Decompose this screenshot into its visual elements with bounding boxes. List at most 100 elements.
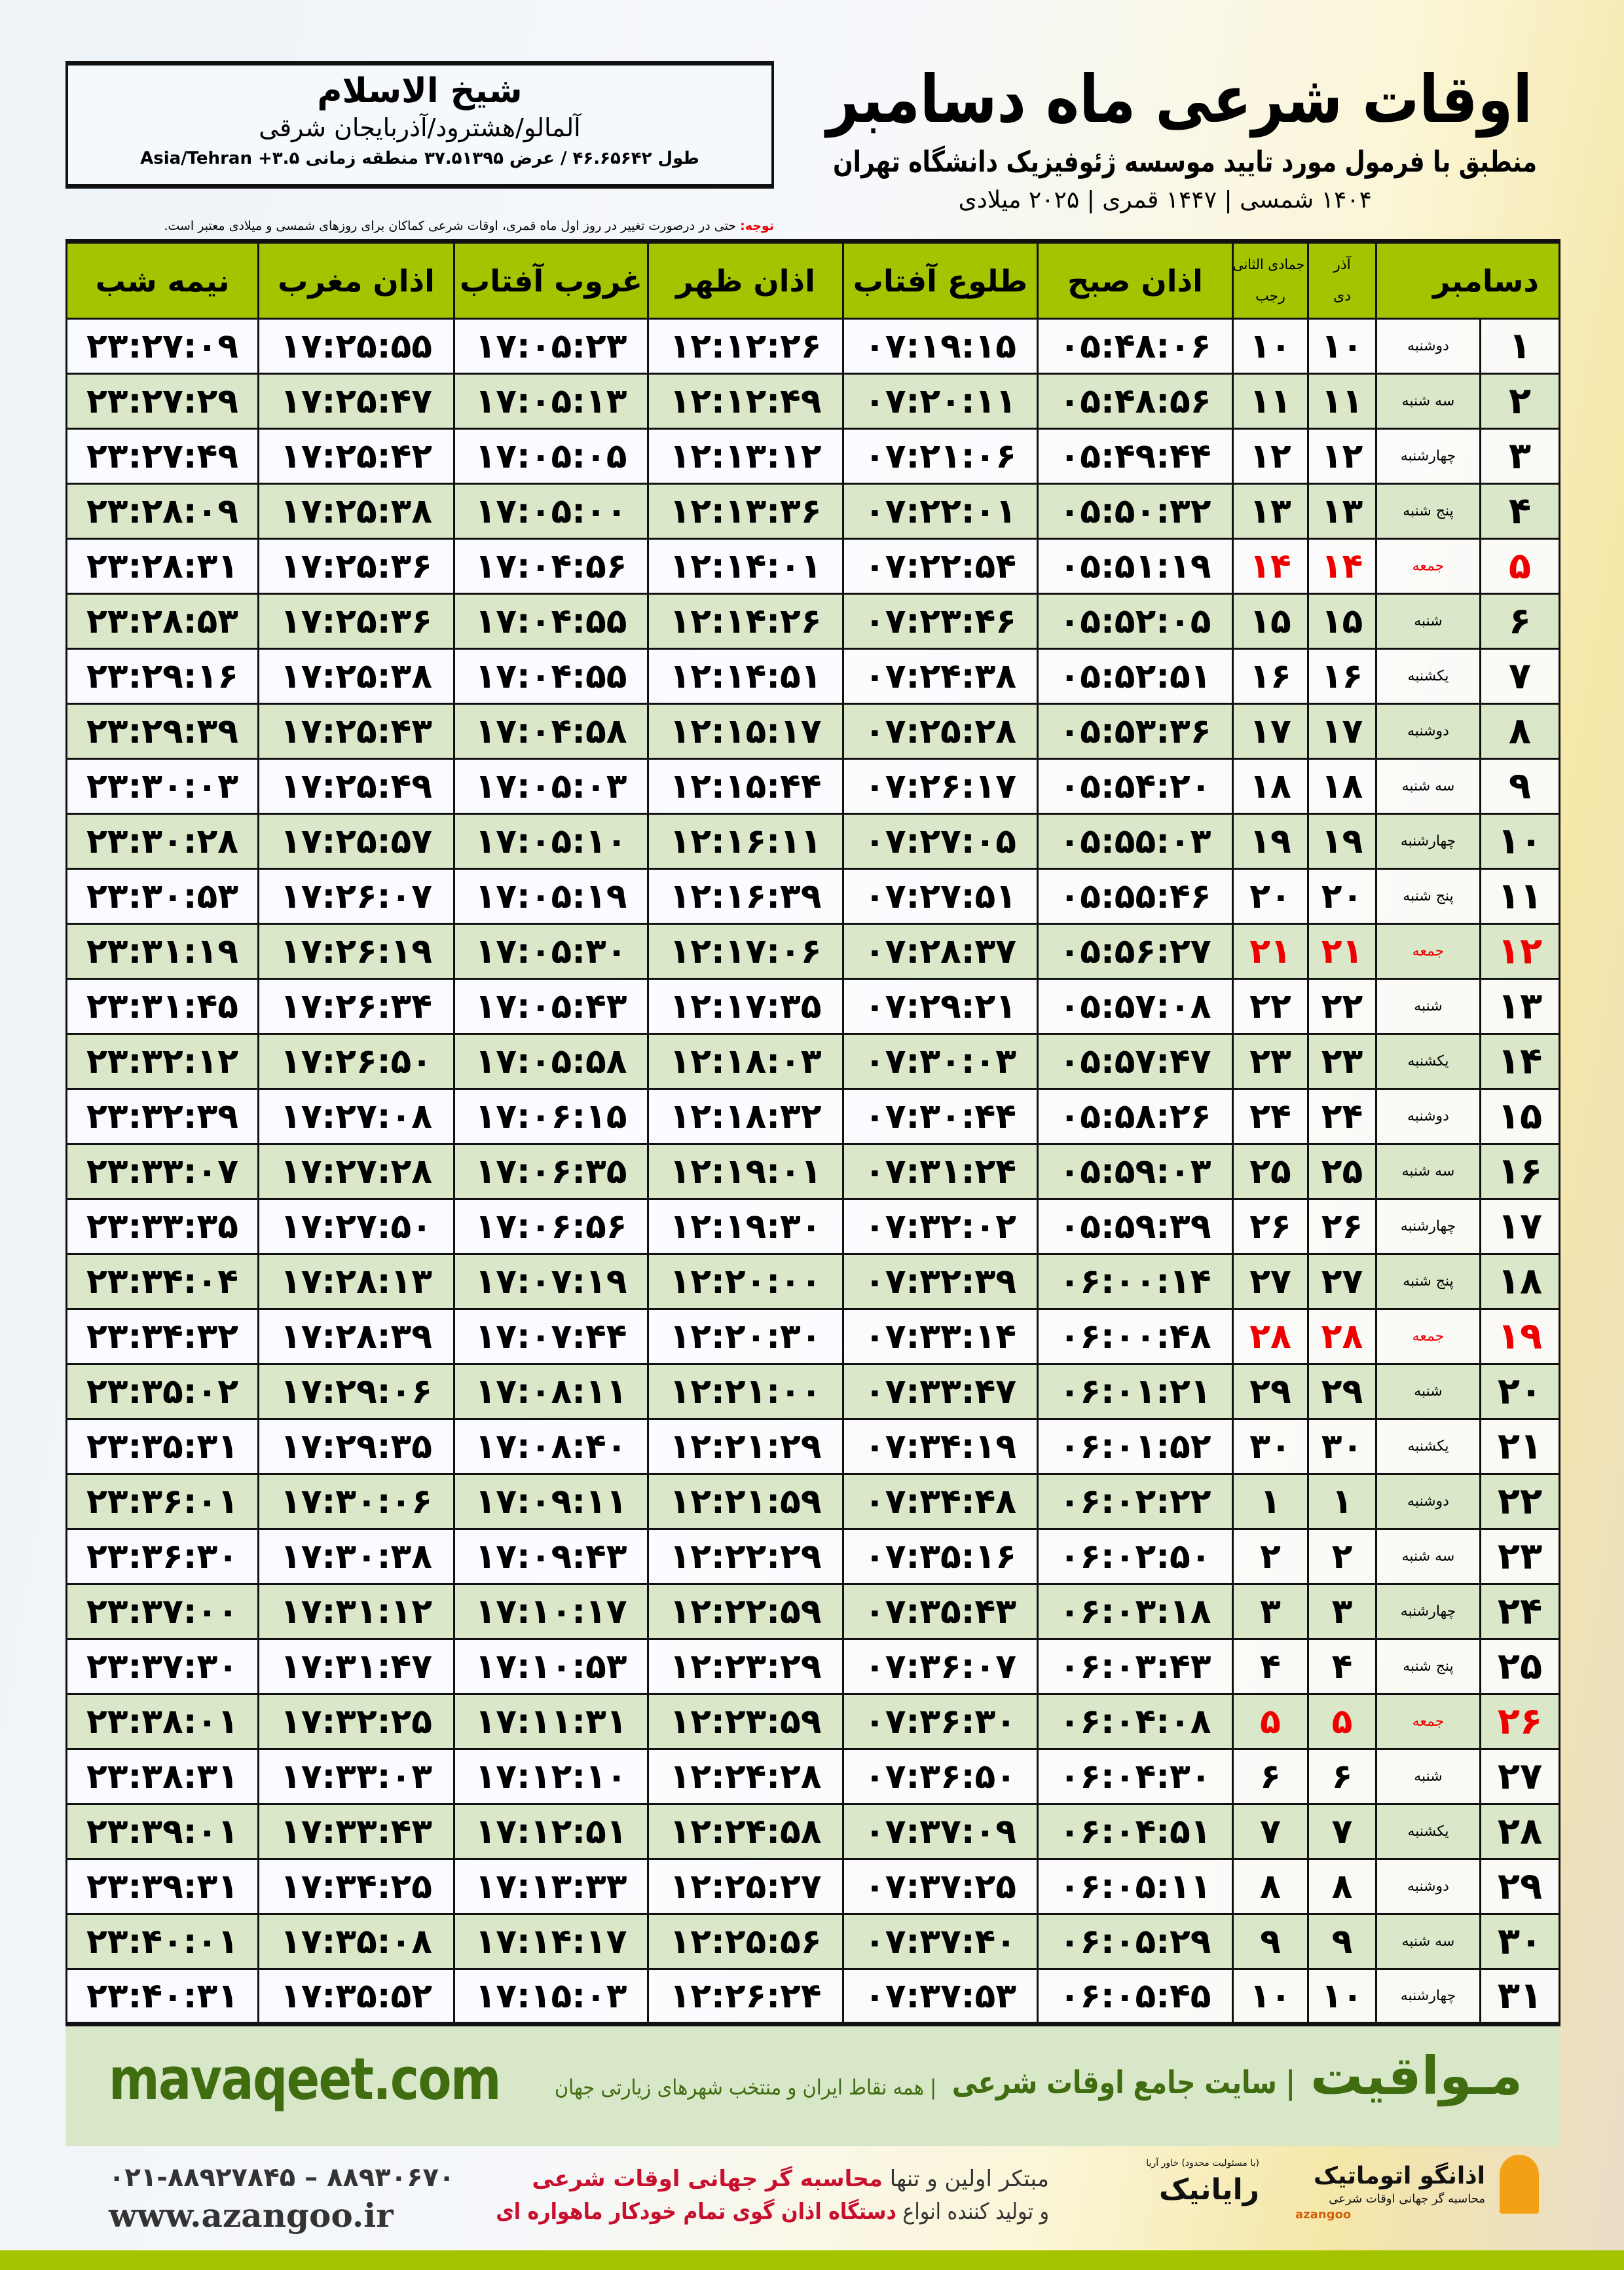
fajr-time: ۰۵:۵۲:۵۱ — [1037, 648, 1234, 705]
midnight-time: ۲۳:۲۹:۳۹ — [65, 703, 259, 760]
sunrise-time: ۰۷:۳۶:۳۰ — [842, 1693, 1039, 1750]
december-day: ۲۳ — [1479, 1528, 1560, 1585]
table-row: ۲۳:۳۲:۱۲ ۱۷:۲۶:۵۰ ۱۷:۰۵:۵۸ ۱۲:۱۸:۰۳ ۰۷:۳۰:۰۳… — [65, 1033, 1560, 1090]
sunset-time: ۱۷:۱۳:۳۳ — [453, 1858, 649, 1915]
fajr-time: ۰۵:۵۶:۲۷ — [1037, 923, 1234, 980]
maghrib-time: ۱۷:۳۵:۵۲ — [257, 1968, 455, 2026]
midnight-time: ۲۳:۳۰:۲۸ — [65, 813, 259, 870]
table-row: ۲۳:۳۰:۰۳ ۱۷:۲۵:۴۹ ۱۷:۰۵:۰۳ ۱۲:۱۵:۴۴ ۰۷:۲۶:۱۷… — [65, 758, 1560, 815]
december-day: ۲۰ — [1479, 1363, 1560, 1420]
hijri-day: ۲۱ — [1232, 923, 1309, 980]
sunset-time: ۱۷:۱۲:۵۱ — [453, 1803, 649, 1860]
table-row: ۲۳:۲۷:۴۹ ۱۷:۲۵:۴۲ ۱۷:۰۵:۰۵ ۱۲:۱۳:۱۲ ۰۷:۲۱:۰۶… — [65, 428, 1560, 485]
sunrise-time: ۰۷:۲۳:۴۶ — [842, 593, 1039, 650]
fajr-time: ۰۶:۰۰:۴۸ — [1037, 1308, 1234, 1365]
hijri-day: ۲ — [1232, 1528, 1309, 1585]
sunrise-time: ۰۷:۲۷:۵۱ — [842, 868, 1039, 925]
page-title: اوقات شرعی ماه دسامبر — [826, 61, 1532, 138]
dhuhr-time: ۱۲:۱۹:۳۰ — [647, 1198, 844, 1255]
midnight-time: ۲۳:۳۹:۳۱ — [65, 1858, 259, 1915]
dhuhr-time: ۱۲:۱۲:۴۹ — [647, 373, 844, 430]
sunrise-time: ۰۷:۳۳:۱۴ — [842, 1308, 1039, 1365]
sunrise-time: ۰۷:۲۹:۲۱ — [842, 978, 1039, 1035]
maghrib-time: ۱۷:۲۵:۳۶ — [257, 538, 455, 595]
persian-day: ۱ — [1307, 1473, 1377, 1530]
hijri-day: ۱۱ — [1232, 373, 1309, 430]
weekday: چهارشنبه — [1375, 1583, 1481, 1640]
table-row: ۲۳:۲۷:۲۹ ۱۷:۲۵:۴۷ ۱۷:۰۵:۱۳ ۱۲:۱۲:۴۹ ۰۷:۲۰:۱۱… — [65, 373, 1560, 430]
table-row: ۲۳:۲۷:۰۹ ۱۷:۲۵:۵۵ ۱۷:۰۵:۲۳ ۱۲:۱۲:۲۶ ۰۷:۱۹:۱۵… — [65, 318, 1560, 375]
maghrib-time: ۱۷:۳۴:۲۵ — [257, 1858, 455, 1915]
midnight-time: ۲۳:۳۹:۰۱ — [65, 1803, 259, 1860]
dhuhr-time: ۱۲:۲۲:۵۹ — [647, 1583, 844, 1640]
december-day: ۳۱ — [1479, 1968, 1560, 2026]
dhuhr-time: ۱۲:۱۴:۲۶ — [647, 593, 844, 650]
sunset-time: ۱۷:۱۴:۱۷ — [453, 1913, 649, 1970]
midnight-time: ۲۳:۲۷:۴۹ — [65, 428, 259, 485]
maghrib-time: ۱۷:۳۰:۰۶ — [257, 1473, 455, 1530]
site-url[interactable]: mavaqeet.com — [109, 2045, 501, 2113]
maghrib-time: ۱۷:۲۵:۵۷ — [257, 813, 455, 870]
hijri-day: ۴ — [1232, 1638, 1309, 1695]
coordinates: طول ۴۶.۶۵۶۴۲ / عرض ۳۷.۵۱۳۹۵ منطقه زمانی … — [140, 149, 699, 168]
hijri-day: ۹ — [1232, 1913, 1309, 1970]
persian-day: ۱۰ — [1307, 1968, 1377, 2026]
sunrise-time: ۰۷:۳۷:۰۹ — [842, 1803, 1039, 1860]
weekday: پنج شنبه — [1375, 1638, 1481, 1695]
dhuhr-time: ۱۲:۲۲:۲۹ — [647, 1528, 844, 1585]
maghrib-time: ۱۷:۲۵:۳۸ — [257, 483, 455, 540]
persian-day: ۹ — [1307, 1913, 1377, 1970]
persian-day: ۱۸ — [1307, 758, 1377, 815]
dhuhr-time: ۱۲:۲۱:۰۰ — [647, 1363, 844, 1420]
bottom-bar — [0, 2250, 1624, 2270]
azangoo-url[interactable]: www.azangoo.ir — [109, 2196, 394, 2235]
weekday: شنبه — [1375, 593, 1481, 650]
december-day: ۱۳ — [1479, 978, 1560, 1035]
table-row: ۲۳:۳۷:۰۰ ۱۷:۳۱:۱۲ ۱۷:۱۰:۱۷ ۱۲:۲۲:۵۹ ۰۷:۳۵:۴۳… — [65, 1583, 1560, 1640]
persian-day: ۱۴ — [1307, 538, 1377, 595]
sunrise-time: ۰۷:۳۴:۱۹ — [842, 1418, 1039, 1475]
table-row: ۲۳:۳۸:۰۱ ۱۷:۳۲:۲۵ ۱۷:۱۱:۳۱ ۱۲:۲۳:۵۹ ۰۷:۳۶:۳۰… — [65, 1693, 1560, 1750]
dhuhr-time: ۱۲:۲۳:۲۹ — [647, 1638, 844, 1695]
sunset-time: ۱۷:۰۵:۰۳ — [453, 758, 649, 815]
sunrise-time: ۰۷:۲۴:۳۸ — [842, 648, 1039, 705]
december-day: ۱ — [1479, 318, 1560, 375]
midnight-time: ۲۳:۳۰:۵۳ — [65, 868, 259, 925]
weekday: پنج شنبه — [1375, 483, 1481, 540]
december-day: ۱۱ — [1479, 868, 1560, 925]
table-row: ۲۳:۳۴:۰۴ ۱۷:۲۸:۱۳ ۱۷:۰۷:۱۹ ۱۲:۲۰:۰۰ ۰۷:۳۲:۳۹… — [65, 1253, 1560, 1310]
sunrise-time: ۰۷:۳۰:۴۴ — [842, 1088, 1039, 1145]
midnight-time: ۲۳:۲۹:۱۶ — [65, 648, 259, 705]
sunset-time: ۱۷:۰۵:۱۹ — [453, 868, 649, 925]
table-row: ۲۳:۳۰:۵۳ ۱۷:۲۶:۰۷ ۱۷:۰۵:۱۹ ۱۲:۱۶:۳۹ ۰۷:۲۷:۵۱… — [65, 868, 1560, 925]
table-row: ۲۳:۳۰:۲۸ ۱۷:۲۵:۵۷ ۱۷:۰۵:۱۰ ۱۲:۱۶:۱۱ ۰۷:۲۷:۰۵… — [65, 813, 1560, 870]
header-hijri: جمادی الثانی رجب — [1232, 239, 1309, 320]
weekday: پنج شنبه — [1375, 1253, 1481, 1310]
persian-day: ۱۵ — [1307, 593, 1377, 650]
hijri-day: ۲۰ — [1232, 868, 1309, 925]
weekday: سه شنبه — [1375, 758, 1481, 815]
fajr-time: ۰۶:۰۱:۵۲ — [1037, 1418, 1234, 1475]
fajr-time: ۰۶:۰۵:۴۵ — [1037, 1968, 1234, 2026]
table-row: ۲۳:۲۹:۱۶ ۱۷:۲۵:۳۸ ۱۷:۰۴:۵۵ ۱۲:۱۴:۵۱ ۰۷:۲۴:۳۸… — [65, 648, 1560, 705]
sunrise-time: ۰۷:۳۷:۵۳ — [842, 1968, 1039, 2026]
midnight-time: ۲۳:۳۴:۰۴ — [65, 1253, 259, 1310]
dhuhr-time: ۱۲:۱۷:۰۶ — [647, 923, 844, 980]
city-name: شیخ الاسلام — [317, 71, 523, 111]
header-dey: دی — [1333, 288, 1352, 305]
dhuhr-time: ۱۲:۲۰:۳۰ — [647, 1308, 844, 1365]
maghrib-time: ۱۷:۲۷:۵۰ — [257, 1198, 455, 1255]
dhuhr-time: ۱۲:۱۶:۳۹ — [647, 868, 844, 925]
azangoo-name: اذانگو اتوماتیک — [1313, 2163, 1485, 2189]
midnight-time: ۲۳:۳۷:۳۰ — [65, 1638, 259, 1695]
persian-day: ۲۳ — [1307, 1033, 1377, 1090]
persian-day: ۱۰ — [1307, 318, 1377, 375]
midnight-time: ۲۳:۳۵:۰۲ — [65, 1363, 259, 1420]
maghrib-time: ۱۷:۳۰:۳۸ — [257, 1528, 455, 1585]
december-day: ۱۷ — [1479, 1198, 1560, 1255]
maghrib-time: ۱۷:۲۸:۱۳ — [257, 1253, 455, 1310]
hijri-day: ۲۵ — [1232, 1143, 1309, 1200]
persian-day: ۲۲ — [1307, 978, 1377, 1035]
azangoo-sub: محاسبه گر جهانی اوقات شرعی — [1329, 2192, 1485, 2206]
december-day: ۶ — [1479, 593, 1560, 650]
